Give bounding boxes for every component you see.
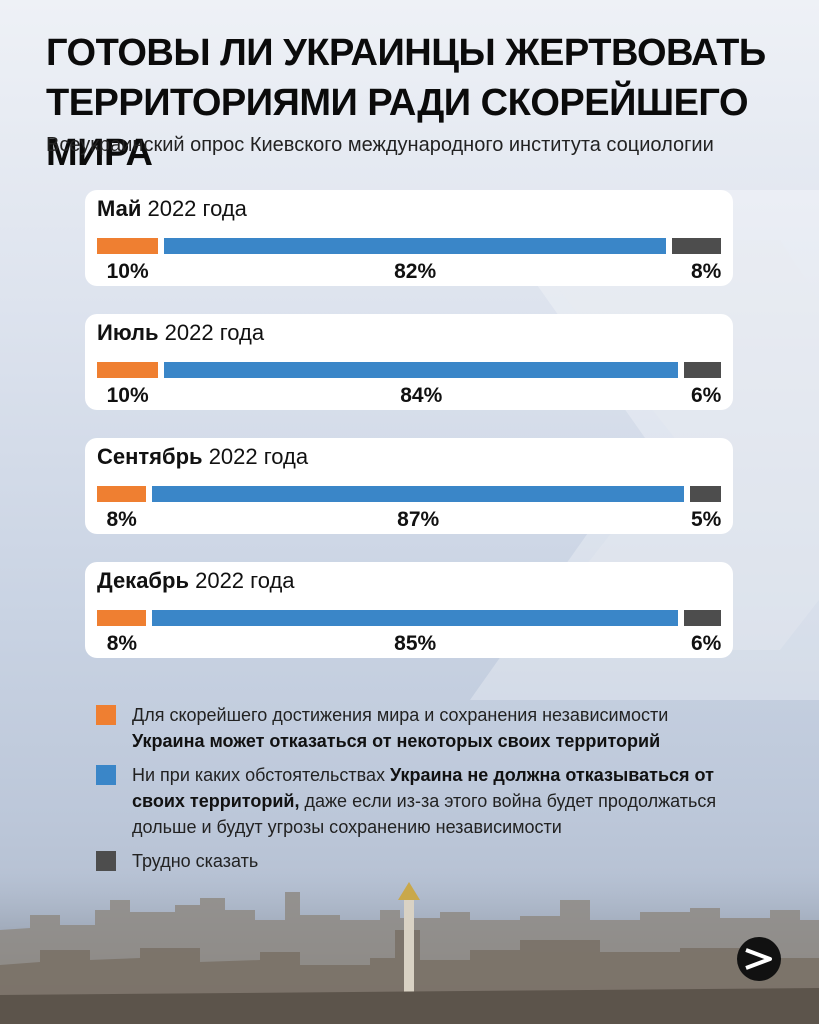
bar-segment-blue xyxy=(152,610,678,626)
data-label: 10% xyxy=(106,384,149,407)
bar-segment-blue xyxy=(164,362,679,378)
data-label: 87% xyxy=(397,508,440,531)
legend-swatch xyxy=(96,851,116,871)
bar-segment-orange xyxy=(97,610,147,626)
bar-segment-gray xyxy=(684,362,721,378)
bar-segment-gray xyxy=(672,238,721,254)
data-label: 85% xyxy=(394,632,437,655)
category-label: Декабрь xyxy=(97,568,189,593)
data-label: 6% xyxy=(691,384,722,407)
chart-card: Май 2022 года 10% 82% 8% xyxy=(85,190,733,286)
category-label: Май xyxy=(97,196,142,221)
legend-text: Трудно сказать xyxy=(132,848,732,874)
legend-text-regular: Ни при каких обстоятельствах xyxy=(132,765,390,785)
category-suffix: 2022 года xyxy=(188,568,295,593)
legend-text: Для скорейшего достижения мира и сохране… xyxy=(132,702,732,754)
bar-segment-orange xyxy=(97,238,159,254)
category-suffix: 2022 года xyxy=(141,196,247,221)
category-suffix: 2022 года xyxy=(158,320,265,345)
card-title: Декабрь 2022 года xyxy=(97,568,295,594)
page-subtitle: Всеукраинский опрос Киевского международ… xyxy=(46,134,714,156)
legend-text-regular: Для скорейшего достижения мира и сохране… xyxy=(132,705,669,725)
bar-segment-orange xyxy=(97,362,159,378)
legend-swatch xyxy=(96,765,116,785)
bar-segment-orange xyxy=(97,486,146,502)
data-label: 82% xyxy=(394,260,437,283)
legend-text-regular: даже если из-за этого война будет продол… xyxy=(132,791,717,837)
bar-track xyxy=(97,362,721,378)
data-label: 84% xyxy=(400,384,443,407)
bar-segment-gray xyxy=(690,486,721,502)
data-label: 8% xyxy=(106,632,138,655)
data-label: 6% xyxy=(691,632,722,655)
card-title: Сентябрь 2022 года xyxy=(97,444,308,470)
bar-segment-gray xyxy=(683,610,721,626)
data-label: 10% xyxy=(106,260,149,283)
card-title: Май 2022 года xyxy=(97,196,247,222)
play-circle-logo-icon xyxy=(737,937,781,981)
bar-track xyxy=(97,610,721,626)
chart-card: Декабрь 2022 года 8% 85% 6% xyxy=(85,562,733,658)
bar-track xyxy=(97,238,721,254)
category-label: Июль xyxy=(97,320,159,345)
city-skyline-image xyxy=(0,870,819,1024)
data-label: 8% xyxy=(691,260,722,283)
page-title: ГОТОВЫ ЛИ УКРАИНЦЫ ЖЕРТВОВАТЬ ТЕРРИТОРИЯ… xyxy=(46,32,766,174)
bar-track xyxy=(97,486,721,502)
card-title: Июль 2022 года xyxy=(97,320,264,346)
chart-card: Июль 2022 года 10% 84% 6% xyxy=(85,314,733,410)
legend-text-regular: Трудно сказать xyxy=(132,851,259,871)
category-suffix: 2022 года xyxy=(202,444,309,469)
legend-text: Ни при каких обстоятельствах Украина не … xyxy=(132,762,732,840)
legend-swatch xyxy=(96,705,116,725)
legend-text-bold: Украина не должна отказываться от своих … xyxy=(132,765,714,811)
legend-text-bold: Украина может отказаться от некоторых св… xyxy=(132,731,661,751)
data-label: 5% xyxy=(691,508,722,531)
category-label: Сентябрь xyxy=(97,444,203,469)
chart-card: Сентябрь 2022 года 8% 87% 5% xyxy=(85,438,733,534)
bar-segment-blue xyxy=(151,486,685,502)
bar-segment-blue xyxy=(164,238,667,254)
data-label: 8% xyxy=(106,508,137,531)
